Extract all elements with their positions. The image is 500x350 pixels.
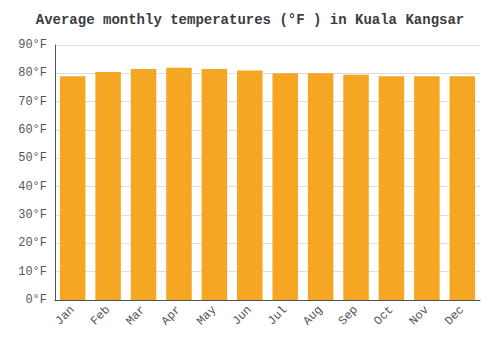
svg-text:0°F: 0°F — [25, 293, 47, 307]
svg-text:Jul: Jul — [265, 303, 290, 328]
svg-text:20°F: 20°F — [18, 236, 47, 250]
svg-text:Feb: Feb — [88, 303, 113, 328]
svg-text:Jun: Jun — [230, 303, 255, 328]
svg-text:60°F: 60°F — [18, 123, 47, 137]
svg-text:Apr: Apr — [159, 303, 184, 328]
svg-text:10°F: 10°F — [18, 265, 47, 279]
svg-text:Dec: Dec — [442, 303, 467, 328]
svg-text:Nov: Nov — [407, 303, 432, 328]
svg-text:80°F: 80°F — [18, 66, 47, 80]
svg-text:Sep: Sep — [336, 303, 361, 328]
svg-text:Oct: Oct — [371, 303, 396, 328]
svg-text:Jan: Jan — [53, 303, 78, 328]
svg-text:May: May — [194, 303, 219, 328]
svg-text:90°F: 90°F — [18, 38, 47, 52]
svg-text:40°F: 40°F — [18, 180, 47, 194]
svg-text:Average monthly temperatures (: Average monthly temperatures (°F ) in Ku… — [36, 12, 464, 28]
svg-text:50°F: 50°F — [18, 151, 47, 165]
svg-text:70°F: 70°F — [18, 95, 47, 109]
svg-text:Mar: Mar — [123, 303, 148, 328]
svg-text:30°F: 30°F — [18, 208, 47, 222]
svg-text:Aug: Aug — [300, 303, 325, 328]
